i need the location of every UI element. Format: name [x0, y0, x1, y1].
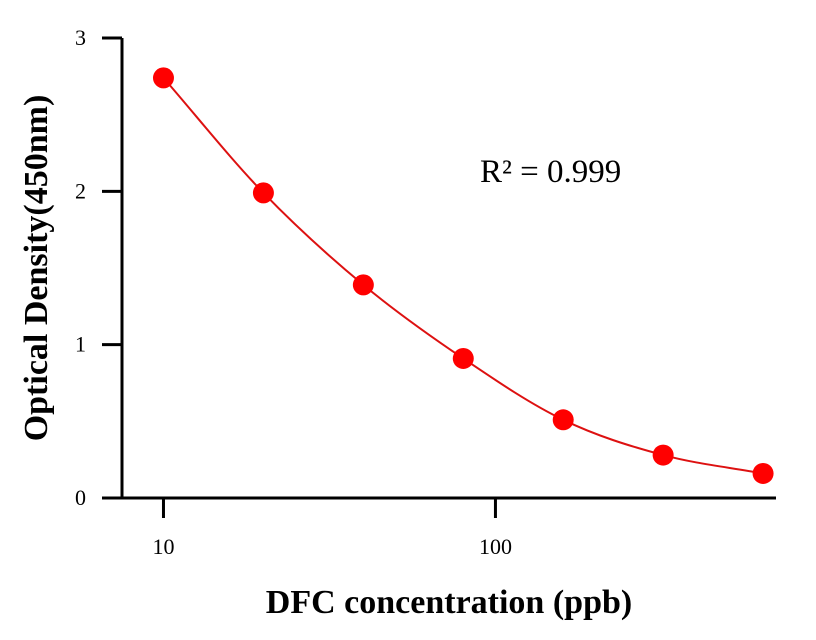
y-tick-label: 2 — [75, 178, 86, 203]
ticks: 0 1 2 3 10 100 — [75, 25, 512, 559]
y-tick-label: 0 — [75, 485, 86, 510]
y-tick-label: 1 — [75, 332, 86, 357]
data-point — [752, 462, 774, 484]
y-axis-title: Optical Density(450nm) — [18, 95, 55, 442]
fit-curve — [162, 77, 764, 475]
axes — [120, 38, 776, 500]
data-points — [152, 67, 774, 484]
y-tick-label: 3 — [75, 25, 86, 50]
data-point — [552, 409, 574, 431]
r-squared-annotation: R² = 0.999 — [480, 154, 621, 190]
data-point — [252, 182, 274, 204]
x-tick-label: 10 — [152, 534, 174, 559]
x-tick-label: 100 — [479, 534, 512, 559]
data-point — [152, 67, 174, 89]
data-point — [452, 347, 474, 369]
x-axis-title: DFC concentration (ppb) — [266, 584, 632, 621]
data-point — [652, 444, 674, 466]
data-point — [352, 274, 374, 296]
